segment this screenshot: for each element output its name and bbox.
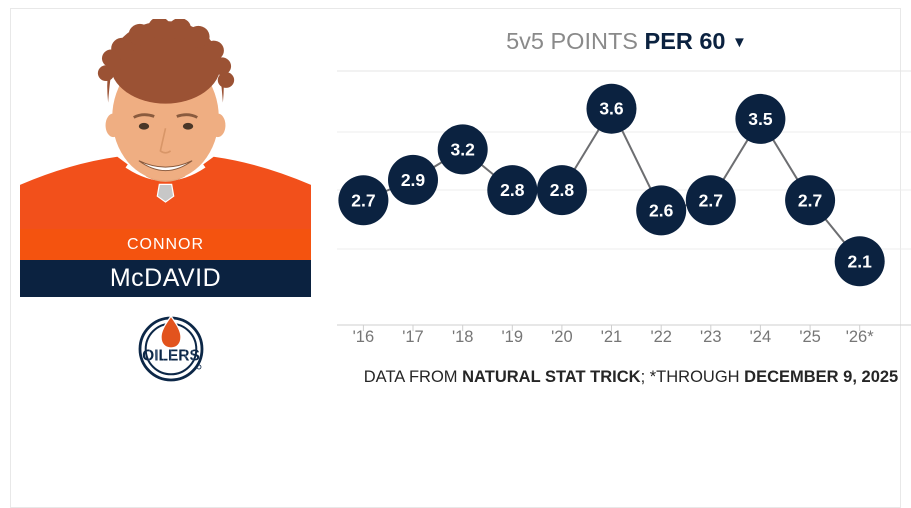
svg-text:'16: '16 [353, 328, 375, 346]
svg-text:2.9: 2.9 [401, 170, 426, 190]
svg-text:2.1: 2.1 [848, 251, 873, 271]
svg-text:'20: '20 [551, 328, 573, 346]
svg-text:'18: '18 [452, 328, 474, 346]
svg-text:2.7: 2.7 [699, 190, 723, 210]
svg-text:2.6: 2.6 [649, 200, 674, 220]
svg-text:2.8: 2.8 [550, 180, 575, 200]
svg-text:2.7: 2.7 [798, 190, 822, 210]
svg-text:3.6: 3.6 [599, 99, 624, 119]
svg-text:3.2: 3.2 [451, 139, 476, 159]
svg-text:'19: '19 [502, 328, 524, 346]
svg-text:'22: '22 [650, 328, 672, 346]
svg-text:'17: '17 [402, 328, 424, 346]
svg-text:'24: '24 [750, 328, 772, 346]
svg-text:2.8: 2.8 [500, 180, 525, 200]
svg-text:'21: '21 [601, 328, 623, 346]
svg-text:DATA FROM NATURAL STAT TRICK;: DATA FROM NATURAL STAT TRICK; *THROUGH D… [364, 368, 898, 386]
svg-text:'26*: '26* [846, 328, 875, 346]
svg-text:'23: '23 [700, 328, 722, 346]
svg-text:'25: '25 [799, 328, 821, 346]
svg-text:3.5: 3.5 [748, 109, 773, 129]
svg-text:2.7: 2.7 [351, 190, 375, 210]
